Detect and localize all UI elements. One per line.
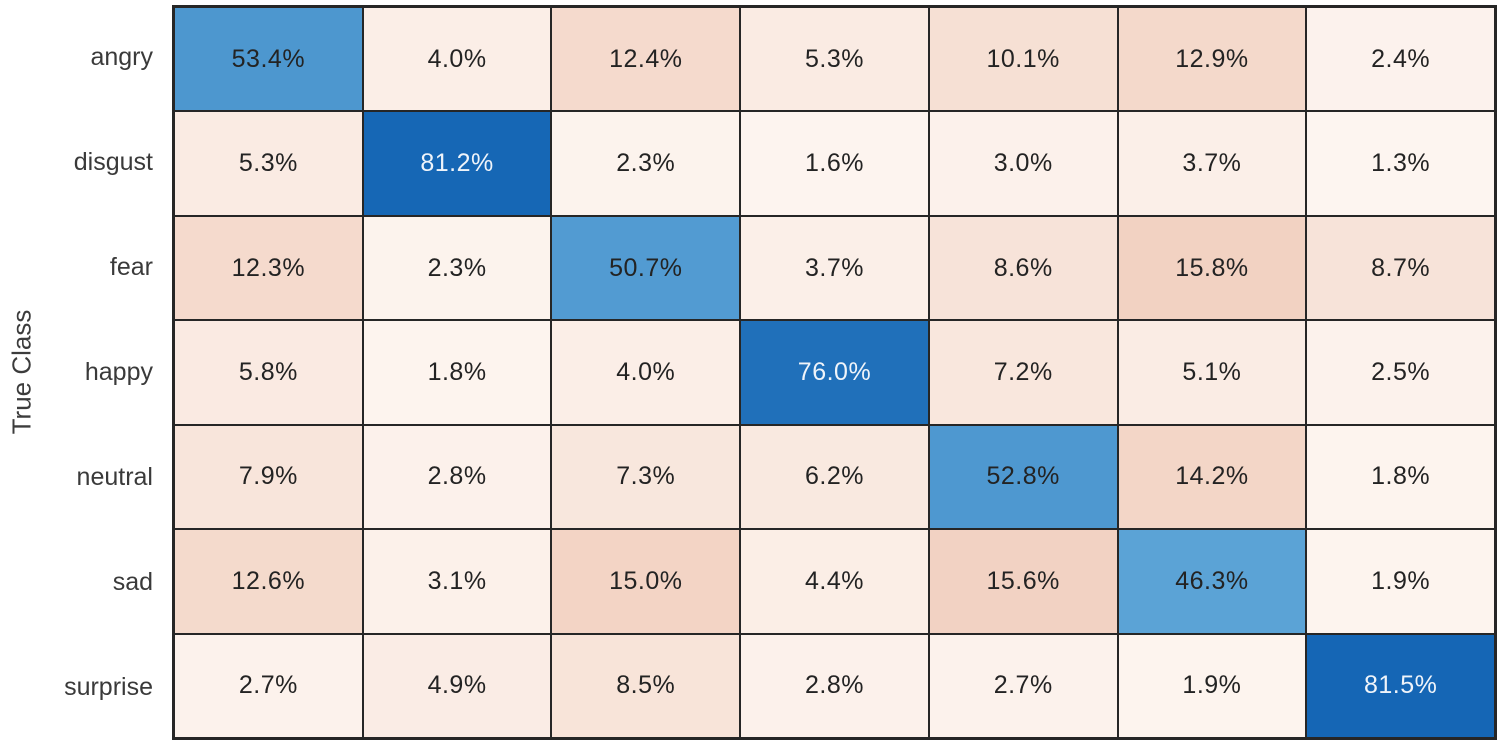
- cell-sad-happy: 4.4%: [741, 530, 928, 633]
- row-label-neutral: neutral: [76, 463, 153, 491]
- cell-happy-surprise: 2.5%: [1307, 321, 1494, 424]
- cell-sad-neutral: 15.6%: [929, 530, 1117, 633]
- cell-neutral-angry: 7.9%: [175, 425, 362, 529]
- cell-disgust-happy: 1.6%: [741, 112, 928, 215]
- cell-sad-surprise: 1.9%: [1307, 530, 1494, 633]
- cell-neutral-neutral: 52.8%: [929, 425, 1117, 529]
- cell-fear-happy: 3.7%: [741, 216, 928, 320]
- cell-sad-sad: 46.3%: [1118, 530, 1306, 633]
- cell-fear-angry: 12.3%: [175, 216, 362, 320]
- cell-surprise-angry: 2.7%: [175, 634, 362, 737]
- cell-fear-fear: 50.7%: [552, 216, 740, 320]
- cell-angry-neutral: 10.1%: [929, 8, 1117, 111]
- row-label-angry: angry: [90, 43, 153, 71]
- cell-fear-sad: 15.8%: [1118, 216, 1306, 320]
- confusion-matrix-grid: 53.4% 4.0% 12.4% 5.3% 10.1% 12.9% 2.4% 5.3% 81.2…: [172, 5, 1497, 740]
- cell-fear-disgust: 2.3%: [363, 216, 551, 320]
- cell-fear-surprise: 8.7%: [1307, 216, 1494, 320]
- cell-neutral-happy: 6.2%: [741, 425, 928, 529]
- cell-surprise-neutral: 2.7%: [929, 634, 1117, 737]
- cell-happy-neutral: 7.2%: [929, 321, 1117, 424]
- y-axis-tick-labels: angry disgust fear happy neutral sad surprise: [0, 5, 162, 740]
- cell-angry-surprise: 2.4%: [1307, 8, 1494, 111]
- cell-surprise-surprise: 81.5%: [1307, 634, 1494, 737]
- cell-neutral-sad: 14.2%: [1118, 425, 1306, 529]
- cell-happy-angry: 5.8%: [175, 321, 362, 424]
- cell-surprise-fear: 8.5%: [552, 634, 740, 737]
- row-label-fear: fear: [109, 253, 153, 281]
- cell-sad-angry: 12.6%: [175, 530, 362, 633]
- row-label-disgust: disgust: [73, 148, 153, 176]
- cell-happy-disgust: 1.8%: [363, 321, 551, 424]
- cell-disgust-sad: 3.7%: [1118, 112, 1306, 215]
- row-label-sad: sad: [112, 568, 153, 596]
- cell-angry-happy: 5.3%: [741, 8, 928, 111]
- row-label-happy: happy: [84, 358, 153, 386]
- cell-angry-disgust: 4.0%: [363, 8, 551, 111]
- cell-neutral-fear: 7.3%: [552, 425, 740, 529]
- cell-happy-sad: 5.1%: [1118, 321, 1306, 424]
- cell-disgust-surprise: 1.3%: [1307, 112, 1494, 215]
- cell-disgust-angry: 5.3%: [175, 112, 362, 215]
- cell-disgust-disgust: 81.2%: [363, 112, 551, 215]
- cell-angry-fear: 12.4%: [552, 8, 740, 111]
- cell-surprise-disgust: 4.9%: [363, 634, 551, 737]
- cell-disgust-neutral: 3.0%: [929, 112, 1117, 215]
- cell-neutral-disgust: 2.8%: [363, 425, 551, 529]
- cell-happy-fear: 4.0%: [552, 321, 740, 424]
- cell-sad-fear: 15.0%: [552, 530, 740, 633]
- cell-neutral-surprise: 1.8%: [1307, 425, 1494, 529]
- cell-surprise-happy: 2.8%: [741, 634, 928, 737]
- cell-surprise-sad: 1.9%: [1118, 634, 1306, 737]
- cell-fear-neutral: 8.6%: [929, 216, 1117, 320]
- cell-angry-sad: 12.9%: [1118, 8, 1306, 111]
- cell-disgust-fear: 2.3%: [552, 112, 740, 215]
- cell-angry-angry: 53.4%: [175, 8, 362, 111]
- cell-sad-disgust: 3.1%: [363, 530, 551, 633]
- cell-happy-happy: 76.0%: [741, 321, 928, 424]
- row-label-surprise: surprise: [64, 673, 153, 701]
